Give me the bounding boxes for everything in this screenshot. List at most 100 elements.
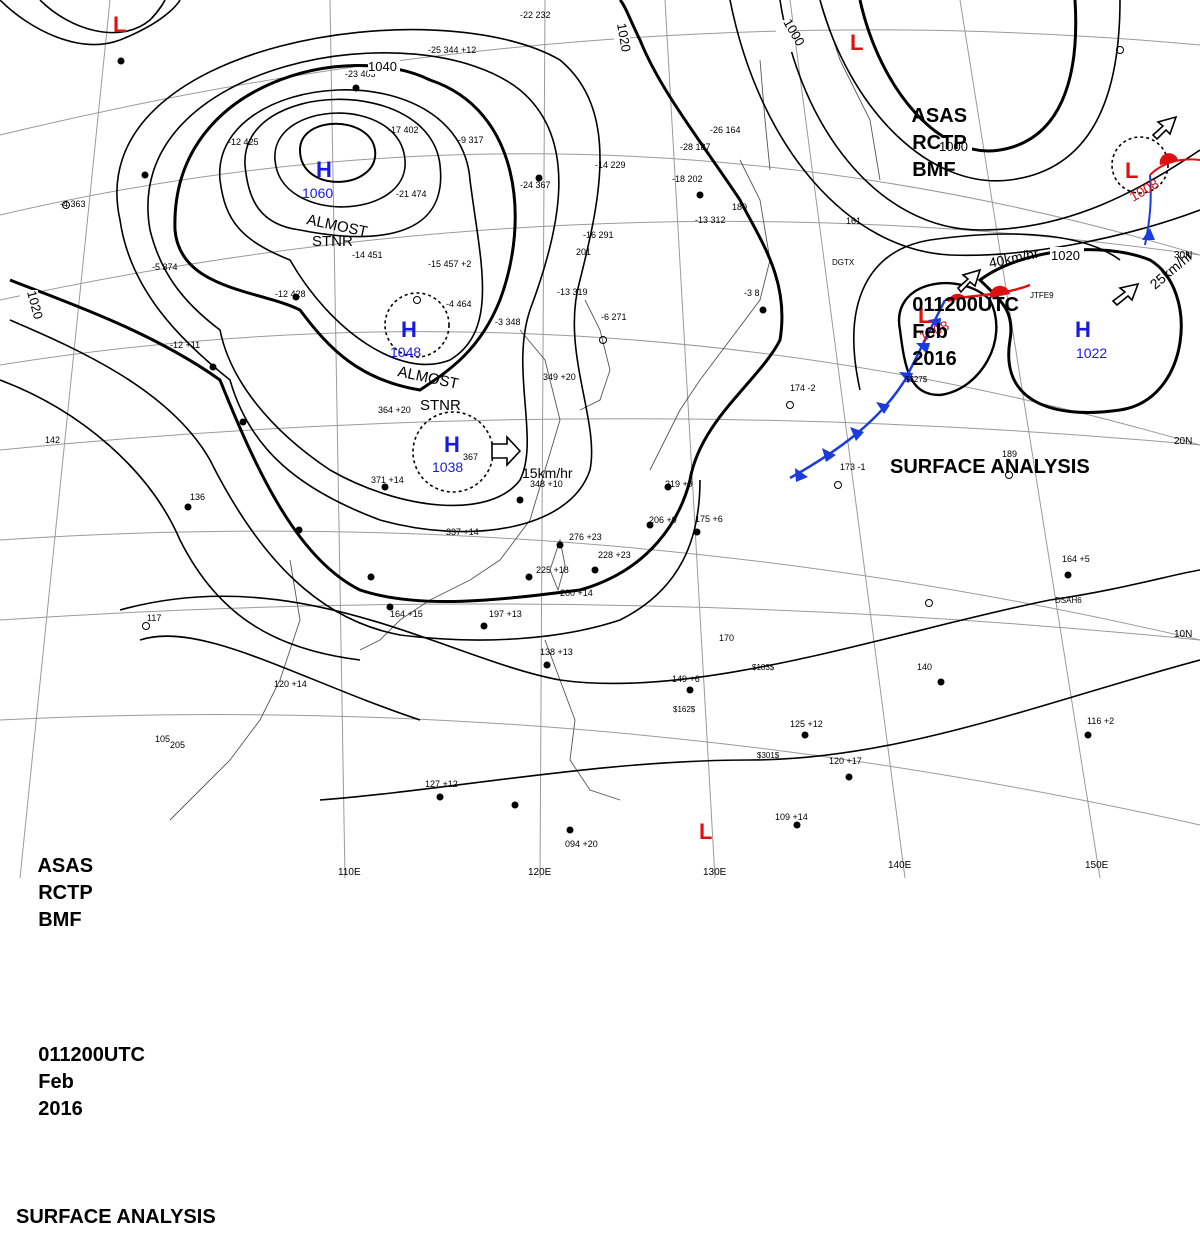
station-plot-value: 170 (719, 633, 734, 643)
station-plot-value: -9 317 (458, 135, 484, 145)
pressure-center-group: H 1060 H 1048 H 1038 H 1022 L 1008 L 100… (113, 12, 1162, 844)
station-plot-value: -22 232 (520, 10, 551, 20)
agency-code: BMF (912, 159, 956, 181)
weather-map: -22 232 -25 344 +12 -23 405 -12 425 -17 402 -… (0, 0, 1200, 878)
datetime-year: 2016 (38, 1098, 83, 1120)
isobar-1020-outer-b (0, 379, 361, 661)
longitude-label: 110E (338, 867, 361, 878)
latitude-line-10n-b (0, 603, 1200, 641)
station-plot-value: 348 +10 (530, 479, 563, 489)
station-plot-value: -12 428 (275, 289, 306, 299)
annotation-group: ALMOST STNR ALMOST STNR 15km/hr 40km/hr … (305, 211, 1196, 481)
longitude-line-130e (664, 0, 716, 878)
station-plot-value: -28 187 (680, 142, 711, 152)
ship-callsign: DGTX (832, 258, 855, 267)
cold-front-barb (850, 427, 864, 441)
station-plot-value: 206 +9 (649, 515, 677, 525)
datetime-year: 2016 (912, 348, 957, 370)
station-dots (117, 57, 1092, 834)
motion-arrow-east (491, 434, 522, 468)
motion-arrow-northeast (956, 268, 982, 294)
agency-code: ASAS (37, 855, 94, 877)
station-plot-value: -21 474 (396, 189, 427, 199)
cold-front-barb (822, 448, 836, 462)
longitude-line-110e (329, 0, 346, 878)
longitude-label: 150E (1085, 860, 1109, 871)
longitude-label: 120E (528, 867, 552, 878)
datetime-line: 011200UTC Feb 2016 (890, 265, 1190, 400)
station-plot-value: 164 +15 (390, 609, 423, 619)
latitude-line-0 (0, 714, 1200, 826)
low-pressure-marker: L (699, 819, 712, 844)
low-pressure-marker: L (1125, 158, 1138, 183)
station-plot-value: 189 (1002, 449, 1017, 459)
station-plot-labels: -22 232 -25 344 +12 -23 405 -12 425 -17 402 -… (45, 10, 1114, 849)
datetime-utc: 011200UTC (38, 1044, 145, 1066)
agency-code: BMF (38, 909, 82, 931)
high-pressure-marker: H (444, 432, 460, 457)
station-plot-value: 116 +2 (1087, 716, 1114, 726)
station-plot-value: 127 +12 (425, 779, 458, 789)
station-plot-value: -12 +11 (170, 340, 200, 350)
north-warm-front-line (1149, 158, 1200, 176)
station-plot-value: 225 +18 (536, 565, 569, 575)
agency-code: ASAS (911, 105, 968, 127)
warm-front (944, 283, 1031, 302)
coastline-sakhalin (759, 59, 771, 171)
high-cell-1048-ring (384, 292, 450, 358)
isobar-label: 1020 (614, 22, 634, 53)
station-plot-value: 219 +9 (665, 479, 693, 489)
high-pressure-value: 1038 (432, 459, 463, 475)
station-plot-value: 164 +5 (1062, 554, 1090, 564)
latitude-label: 30N (1174, 250, 1192, 261)
motion-arrow-north-low (1151, 115, 1178, 141)
station-plot-value: 349 +20 (543, 372, 576, 382)
station-plot-value: 371 +14 (371, 475, 404, 485)
cold-front (789, 299, 947, 482)
high-pressure-value: 1022 (1076, 345, 1107, 361)
isobar-1000-north (858, 0, 1078, 153)
ship-callsign: DSAH6 (1055, 596, 1082, 605)
motion-arrows (491, 115, 1178, 468)
station-plot-value: -3 348 (495, 317, 521, 327)
station-plot-value: 149 +6 (672, 674, 700, 684)
station-plot-value: -25 344 +12 (428, 45, 476, 55)
isobar-label: 1040 (368, 59, 397, 74)
station-plot-value: -13 319 (557, 287, 588, 297)
isobar-tropic-1 (119, 569, 1200, 685)
coastline-taiwan (549, 538, 566, 592)
station-rings (62, 46, 1124, 630)
datetime-utc: 011200UTC (912, 294, 1019, 316)
cold-front-barb (916, 343, 930, 354)
station-plot-value: -14 451 (352, 250, 383, 260)
stationary-annotation: STNR (312, 233, 353, 250)
isobar-label: 1020 (24, 289, 46, 321)
station-plot-value: 125 +12 (790, 719, 823, 729)
isobar-ring-2 (244, 98, 442, 238)
warm-front-bump (989, 285, 1010, 298)
isobar-north-4 (729, 0, 1200, 257)
low-pressure-marker: L (850, 30, 863, 55)
isobar-tropic-2 (139, 635, 421, 721)
station-plot-value: -4 464 (446, 299, 472, 309)
ship-callsign: $162$ (673, 705, 696, 714)
high-pressure-marker: H (316, 157, 332, 182)
map-title-bottom: ASAS RCTP BMF 011200UTC Feb 2016 SURFACE… (16, 772, 316, 1258)
station-plot-value: 094 +20 (565, 839, 598, 849)
station-plot-value: 138 +13 (540, 647, 573, 657)
isobars (0, 0, 1200, 801)
isobar-1060-core (298, 122, 377, 183)
station-plot-value: 364 +20 (378, 405, 411, 415)
station-plot-value: 105 (155, 734, 170, 744)
isobar-tropic-3 (319, 659, 1200, 801)
north-cold-front-barb (1142, 228, 1155, 240)
ship-callsign: $301$ (757, 751, 780, 760)
isobar-north-2 (819, 0, 1121, 182)
station-plot-value: -14 229 (595, 160, 626, 170)
station-plot-value: 201 (576, 247, 591, 257)
station-plot-value: 120 +17 (829, 756, 862, 766)
station-plot-value: -16 291 (583, 230, 614, 240)
station-plot-value: 120 +14 (274, 679, 307, 689)
station-plot-value: 117 (147, 613, 161, 623)
motion-arrow-northeast-2 (1111, 282, 1140, 307)
